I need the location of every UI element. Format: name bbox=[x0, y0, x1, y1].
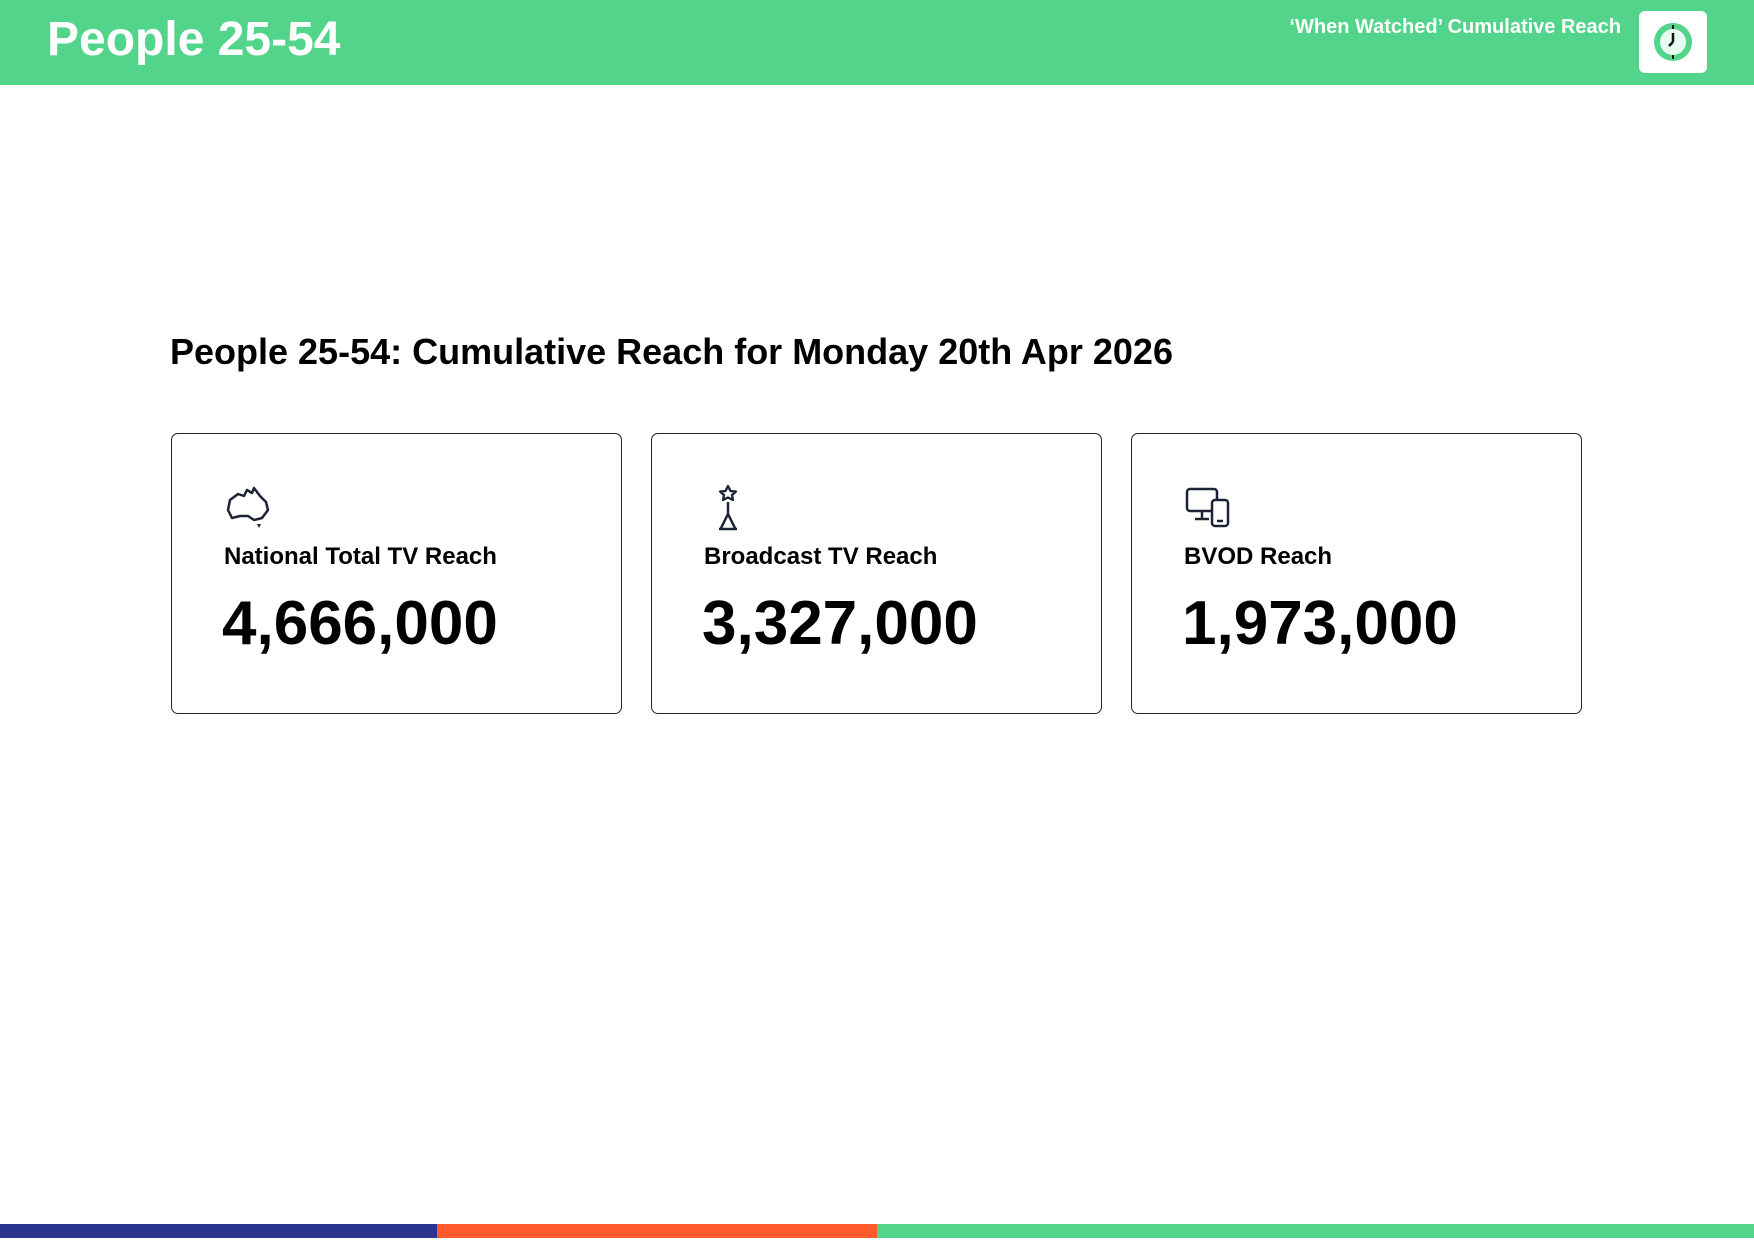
card-label: Broadcast TV Reach bbox=[704, 543, 938, 570]
section-heading: People 25-54: Cumulative Reach for Monda… bbox=[170, 331, 1173, 372]
card-value: 3,327,000 bbox=[702, 589, 978, 658]
australia-icon bbox=[226, 486, 270, 528]
reach-card: BVOD Reach 1,973,000 bbox=[1131, 433, 1582, 714]
reach-card: Broadcast TV Reach 3,327,000 bbox=[651, 433, 1102, 714]
devices-icon bbox=[1185, 487, 1230, 528]
footer-stripe bbox=[0, 1224, 437, 1238]
card-value: 1,973,000 bbox=[1182, 589, 1458, 658]
footer-stripe bbox=[437, 1224, 877, 1238]
broadcast-icon bbox=[718, 484, 738, 531]
card-label: National Total TV Reach bbox=[224, 543, 497, 570]
clock-icon bbox=[1639, 11, 1707, 73]
footer-stripe bbox=[877, 1224, 1754, 1238]
card-value: 4,666,000 bbox=[222, 589, 498, 658]
header-subtitle: ‘When Watched’ Cumulative Reach bbox=[1289, 16, 1621, 38]
header-title: People 25-54 bbox=[47, 13, 341, 66]
header-bar: People 25-54 ‘When Watched’ Cumulative R… bbox=[0, 0, 1754, 85]
reach-card: National Total TV Reach 4,666,000 bbox=[171, 433, 622, 714]
clock-graphic bbox=[1654, 23, 1692, 61]
card-label: BVOD Reach bbox=[1184, 543, 1333, 570]
